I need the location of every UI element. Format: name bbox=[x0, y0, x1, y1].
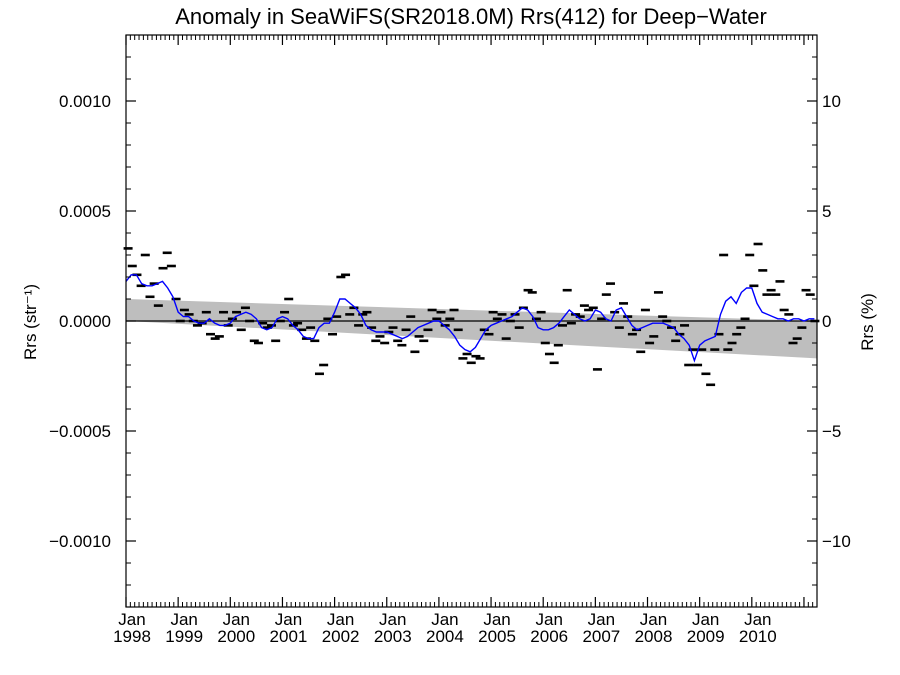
x-tick-label-month: Jan bbox=[640, 610, 667, 629]
y-axis-label-right: Rrs (%) bbox=[858, 293, 877, 351]
tick-layer bbox=[125, 34, 818, 608]
x-tick-label-year: 1998 bbox=[113, 627, 151, 646]
x-tick-label-year: 2000 bbox=[217, 627, 255, 646]
y-tick-label-right: 0 bbox=[822, 312, 831, 331]
running-mean-layer bbox=[125, 274, 815, 363]
x-tick-label-year: 2007 bbox=[582, 627, 620, 646]
x-tick-label-month: Jan bbox=[483, 610, 510, 629]
x-tick-label-month: Jan bbox=[118, 610, 145, 629]
x-tick-label-year: 2009 bbox=[687, 627, 725, 646]
tick-label-layer: 0.0010 0.0005 0.0000 −0.0005 −0.0010 10 5 0 −5 −1… bbox=[49, 92, 851, 646]
y-tick-label-right: −10 bbox=[822, 532, 851, 551]
running-mean-line bbox=[125, 274, 815, 363]
x-tick-label-month: Jan bbox=[170, 610, 197, 629]
x-tick-label-year: 2008 bbox=[635, 627, 673, 646]
y-tick-label-left: −0.0010 bbox=[49, 532, 111, 551]
y-axis-label-left: Rrs (str⁻¹) bbox=[21, 284, 40, 360]
x-tick-label-year: 2005 bbox=[478, 627, 516, 646]
y-tick-label-left: −0.0005 bbox=[49, 422, 111, 441]
x-tick-label-year: 1999 bbox=[165, 627, 203, 646]
x-tick-label-month: Jan bbox=[692, 610, 719, 629]
y-tick-label-right: 5 bbox=[822, 202, 831, 221]
x-tick-label-month: Jan bbox=[327, 610, 354, 629]
x-tick-label-month: Jan bbox=[588, 610, 615, 629]
x-tick-label-month: Jan bbox=[431, 610, 458, 629]
x-tick-label-month: Jan bbox=[535, 610, 562, 629]
x-tick-label-month: Jan bbox=[379, 610, 406, 629]
x-tick-label-year: 2006 bbox=[530, 627, 568, 646]
chart-title: Anomaly in SeaWiFS(SR2018.0M) Rrs(412) f… bbox=[175, 4, 767, 29]
trend-band bbox=[126, 299, 817, 359]
x-tick-label-year: 2010 bbox=[739, 627, 777, 646]
y-tick-label-left: 0.0010 bbox=[59, 92, 111, 111]
x-tick-label-year: 2003 bbox=[374, 627, 412, 646]
y-tick-label-right: 10 bbox=[822, 92, 841, 111]
x-tick-label-month: Jan bbox=[275, 610, 302, 629]
y-tick-label-left: 0.0005 bbox=[59, 202, 111, 221]
y-tick-label-left: 0.0000 bbox=[59, 312, 111, 331]
x-tick-label-year: 2001 bbox=[270, 627, 308, 646]
trend-band-layer bbox=[126, 299, 817, 359]
y-tick-label-right: −5 bbox=[822, 422, 841, 441]
x-tick-label-year: 2004 bbox=[426, 627, 464, 646]
x-tick-label-month: Jan bbox=[744, 610, 771, 629]
x-tick-label-year: 2002 bbox=[322, 627, 360, 646]
x-tick-label-month: Jan bbox=[223, 610, 250, 629]
